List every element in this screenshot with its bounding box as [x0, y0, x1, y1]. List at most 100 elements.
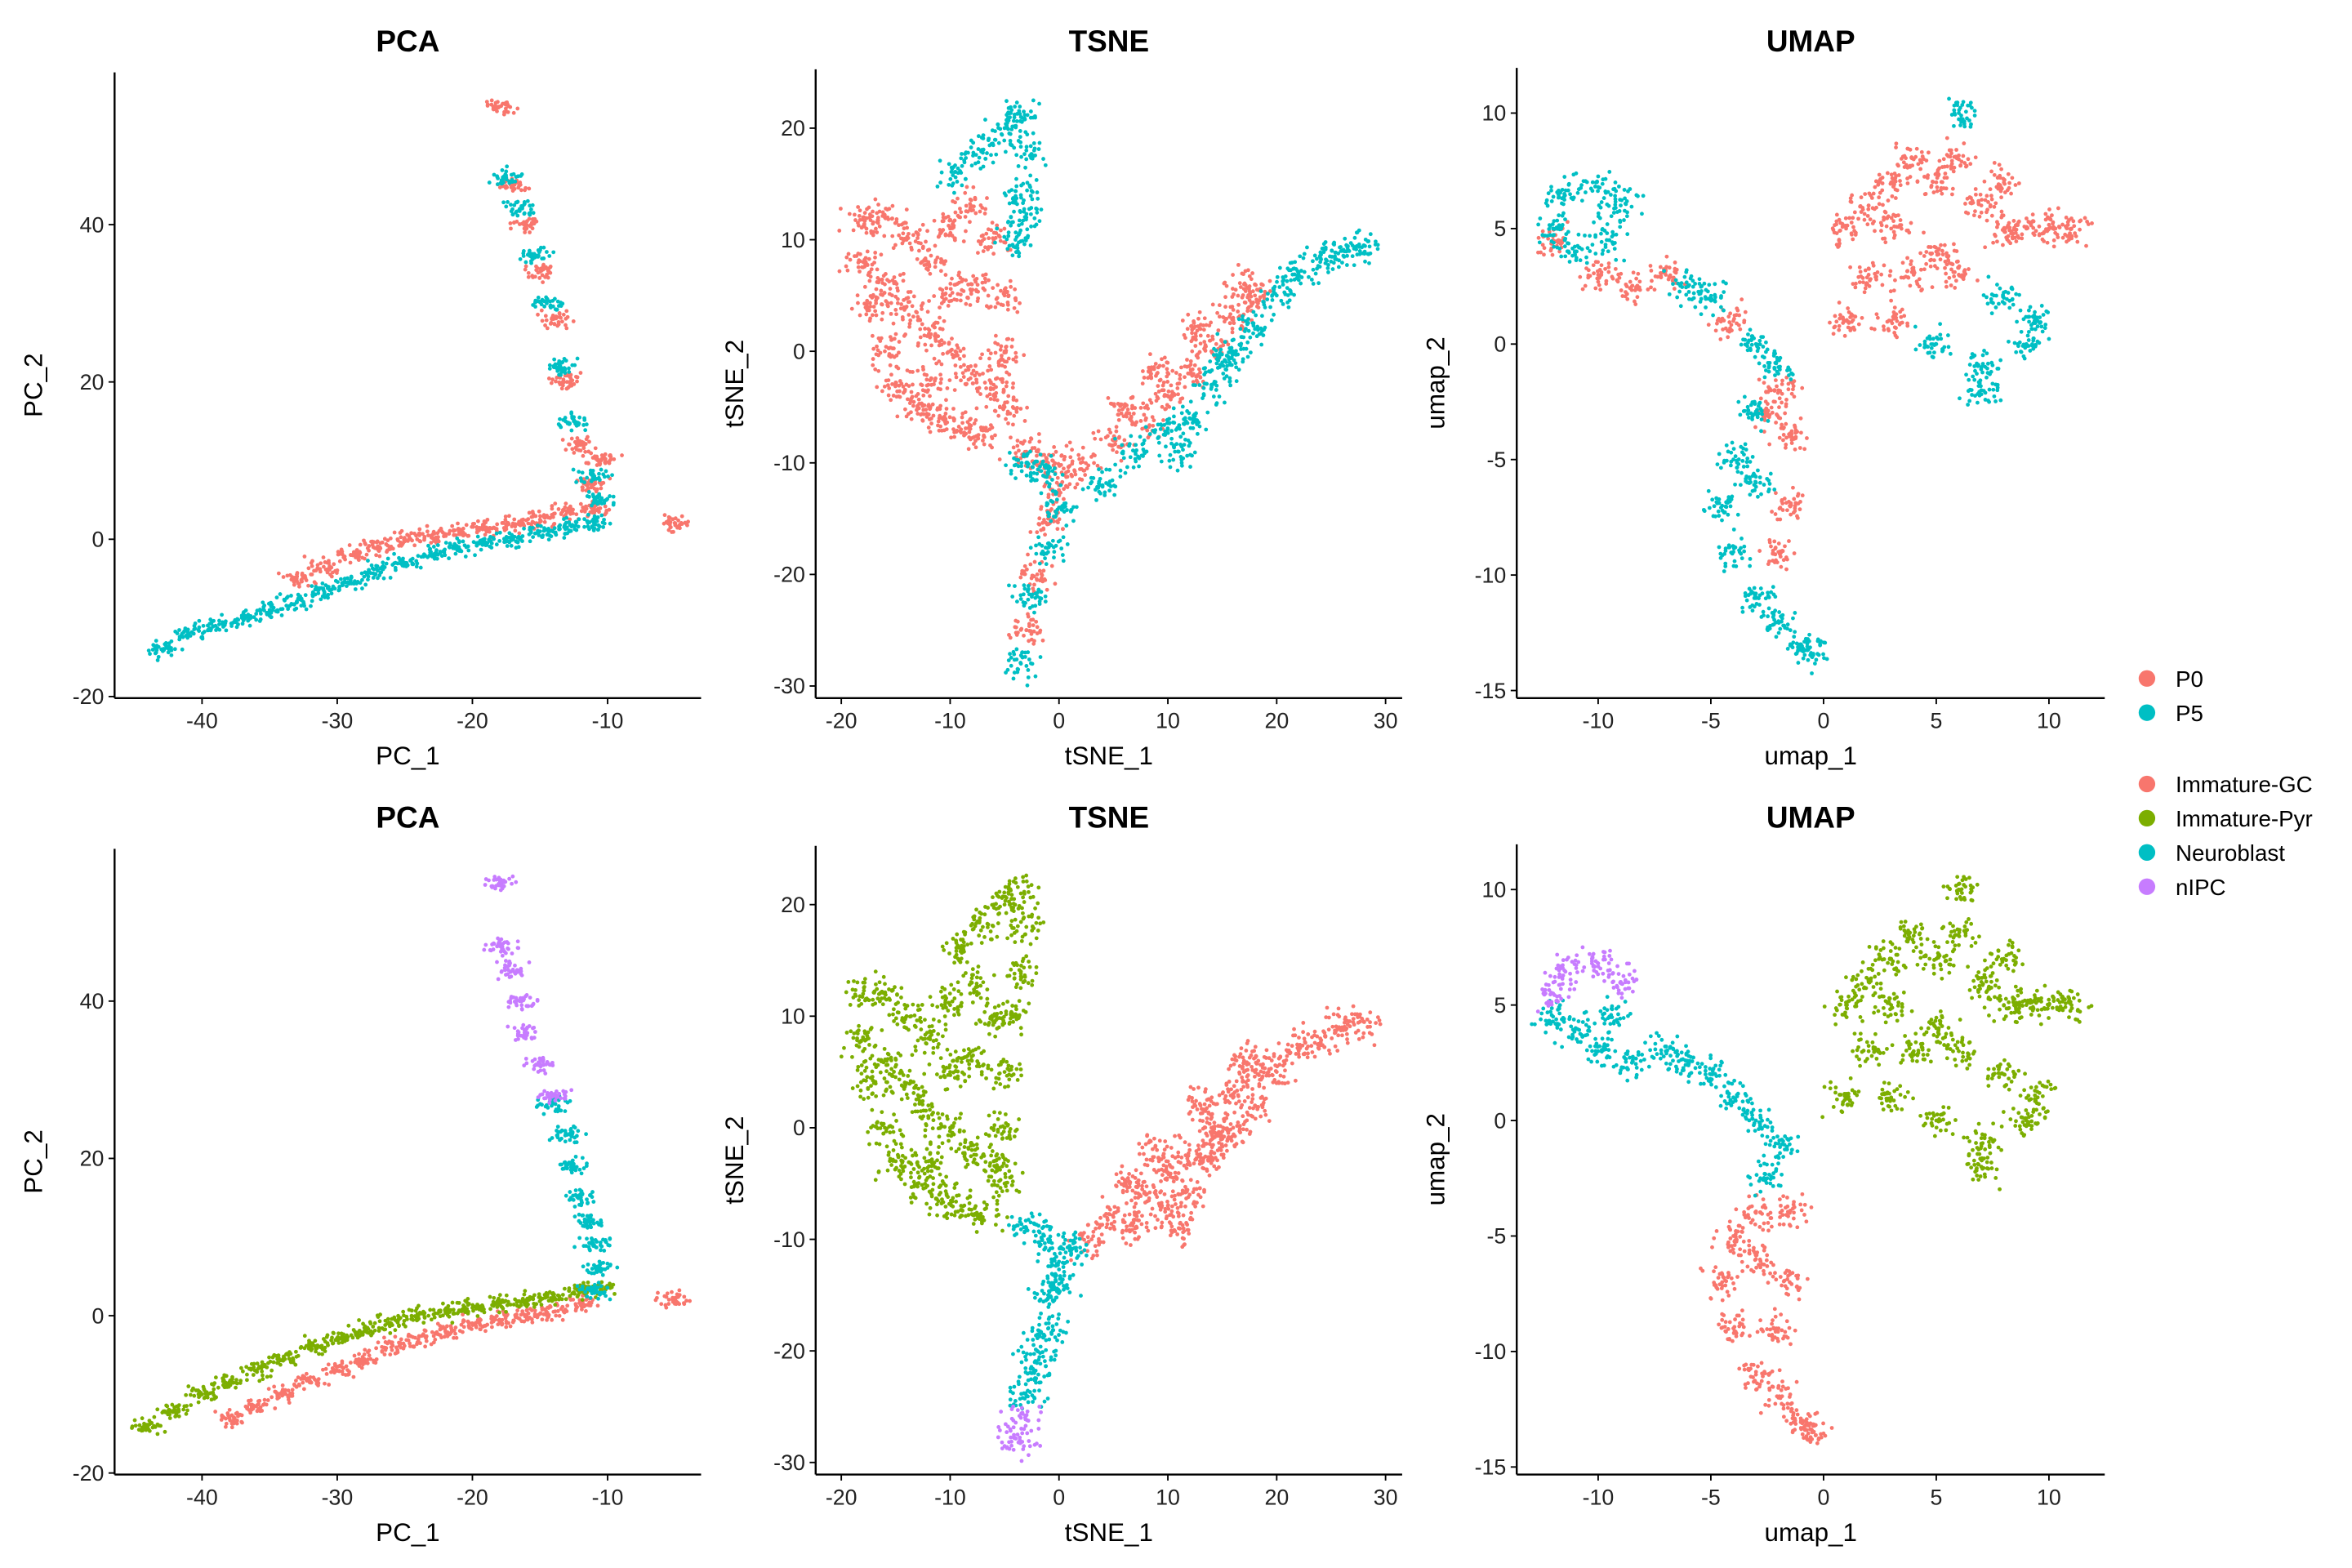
point — [2051, 238, 2056, 243]
point — [364, 552, 369, 557]
point — [1025, 683, 1030, 688]
point — [1947, 148, 1952, 153]
point — [945, 385, 950, 390]
point — [430, 555, 434, 559]
point — [372, 540, 376, 545]
point — [987, 356, 991, 361]
point — [974, 380, 979, 385]
point — [986, 138, 991, 143]
point — [1032, 610, 1036, 615]
point — [590, 492, 595, 497]
point — [2051, 221, 2055, 226]
point — [989, 381, 993, 385]
point — [1108, 430, 1113, 435]
point — [1134, 452, 1138, 457]
point — [1311, 267, 1316, 272]
point — [1043, 556, 1047, 561]
point — [196, 627, 201, 632]
point — [1078, 467, 1082, 471]
point — [564, 309, 569, 314]
point — [366, 559, 370, 563]
point — [1186, 312, 1191, 317]
point — [1031, 465, 1036, 470]
point — [1096, 429, 1101, 434]
point — [928, 394, 932, 399]
point — [908, 318, 913, 323]
point — [1877, 202, 1882, 207]
point — [951, 173, 956, 177]
point — [1963, 202, 1967, 206]
point — [1059, 546, 1064, 551]
point — [871, 233, 875, 238]
point — [507, 180, 512, 185]
point — [1172, 414, 1176, 419]
point — [890, 278, 895, 283]
point — [522, 199, 527, 204]
point — [180, 635, 185, 639]
point — [1003, 149, 1008, 154]
point — [982, 212, 987, 216]
point — [542, 513, 547, 518]
point — [989, 245, 993, 249]
point — [1013, 451, 1018, 456]
point — [1012, 115, 1017, 120]
point — [1034, 206, 1039, 211]
point — [968, 437, 973, 442]
point — [1070, 459, 1075, 464]
point — [2025, 225, 2029, 229]
point — [880, 317, 884, 322]
point — [2078, 219, 2082, 224]
point — [962, 160, 967, 165]
point — [902, 390, 906, 395]
point — [1053, 581, 1058, 586]
point — [969, 208, 973, 213]
point — [1220, 339, 1225, 344]
point — [951, 407, 956, 411]
point — [1307, 274, 1311, 279]
point — [1054, 511, 1059, 515]
point — [981, 150, 985, 155]
point — [1248, 350, 1253, 355]
point — [915, 412, 920, 416]
point — [944, 427, 949, 432]
point — [233, 617, 238, 622]
point — [880, 281, 885, 285]
point — [876, 203, 880, 207]
point — [856, 301, 860, 305]
point — [569, 428, 574, 433]
point — [337, 586, 341, 590]
point — [988, 397, 993, 401]
point — [1031, 131, 1036, 136]
point — [870, 333, 875, 338]
point — [1055, 527, 1060, 532]
point — [1013, 287, 1018, 292]
point — [1012, 413, 1017, 418]
point — [1028, 144, 1033, 149]
point — [1635, 295, 1640, 300]
point — [490, 526, 494, 531]
point — [976, 147, 981, 151]
point — [1367, 244, 1372, 249]
point — [545, 250, 549, 254]
point — [1024, 157, 1029, 162]
point — [1178, 434, 1183, 439]
point — [1119, 411, 1124, 416]
point — [874, 313, 879, 318]
point — [373, 572, 377, 577]
point — [1930, 285, 1935, 290]
point — [1022, 109, 1026, 114]
point — [1116, 402, 1120, 406]
point — [1129, 395, 1134, 400]
point — [382, 537, 387, 541]
point — [866, 256, 871, 261]
point — [1111, 483, 1116, 488]
point — [911, 399, 916, 404]
point — [1080, 445, 1085, 450]
point — [443, 532, 448, 537]
point — [254, 617, 259, 622]
point — [1971, 213, 1976, 218]
point — [1203, 370, 1208, 375]
point — [1936, 172, 1941, 176]
point — [1193, 337, 1198, 342]
point — [1973, 192, 1978, 197]
